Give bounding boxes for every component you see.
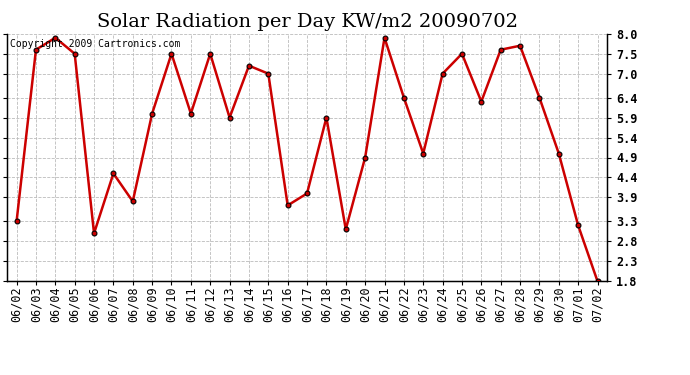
Title: Solar Radiation per Day KW/m2 20090702: Solar Radiation per Day KW/m2 20090702 xyxy=(97,13,518,31)
Text: Copyright 2009 Cartronics.com: Copyright 2009 Cartronics.com xyxy=(10,39,180,49)
